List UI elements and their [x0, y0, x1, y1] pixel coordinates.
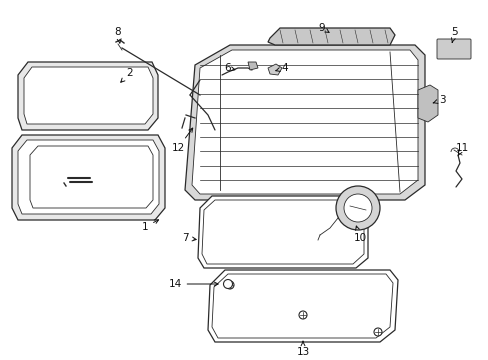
Circle shape — [298, 311, 306, 319]
Polygon shape — [184, 45, 424, 200]
Text: 11: 11 — [454, 143, 468, 156]
Circle shape — [223, 279, 232, 288]
Polygon shape — [18, 62, 158, 130]
Text: 1: 1 — [142, 220, 158, 232]
Polygon shape — [192, 50, 417, 194]
Text: 9: 9 — [318, 23, 328, 33]
Text: 8: 8 — [115, 27, 121, 43]
Polygon shape — [267, 28, 394, 45]
Polygon shape — [267, 64, 282, 75]
Text: 13: 13 — [296, 341, 309, 357]
Circle shape — [225, 281, 234, 289]
Polygon shape — [24, 67, 153, 124]
Polygon shape — [12, 135, 164, 220]
Circle shape — [373, 328, 381, 336]
Polygon shape — [18, 140, 159, 214]
Text: 2: 2 — [121, 68, 133, 82]
Text: 12: 12 — [171, 128, 192, 153]
Polygon shape — [202, 200, 363, 264]
Polygon shape — [30, 146, 153, 208]
Polygon shape — [212, 274, 392, 338]
Polygon shape — [247, 62, 258, 70]
Circle shape — [343, 194, 371, 222]
Text: 4: 4 — [275, 63, 288, 73]
Text: 5: 5 — [450, 27, 457, 42]
Polygon shape — [207, 270, 397, 342]
Polygon shape — [198, 196, 367, 268]
Polygon shape — [417, 85, 437, 122]
Text: 3: 3 — [432, 95, 445, 105]
FancyBboxPatch shape — [436, 39, 470, 59]
Text: 7: 7 — [182, 233, 196, 243]
Text: 14: 14 — [168, 279, 218, 289]
Text: 10: 10 — [353, 226, 366, 243]
Circle shape — [335, 186, 379, 230]
Text: 6: 6 — [224, 63, 234, 73]
